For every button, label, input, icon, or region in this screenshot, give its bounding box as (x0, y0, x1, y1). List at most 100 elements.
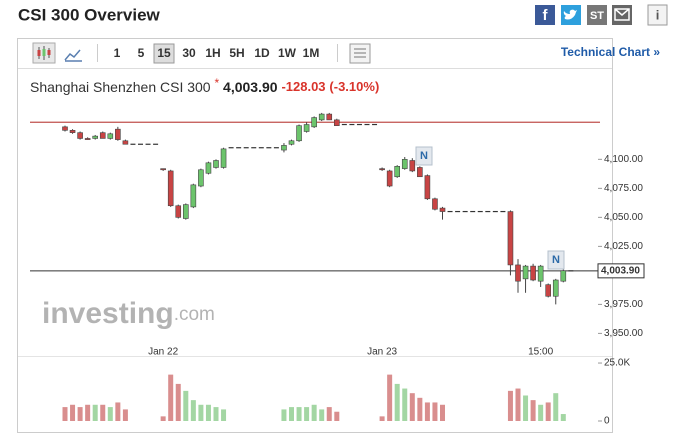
volume-bar (507, 390, 513, 421)
interval-button[interactable]: 30 (182, 46, 196, 60)
volume-bar (107, 407, 113, 421)
volume-tick-label: 0 (604, 416, 610, 427)
y-tick-label: 4,050.00 (604, 212, 643, 223)
quote-marker: * (214, 76, 219, 90)
line-type-icon[interactable] (64, 49, 82, 62)
volume-bar (85, 404, 91, 421)
news-marker-label: N (420, 150, 428, 162)
volume-bar (560, 414, 566, 421)
y-tick-label: 3,950.00 (604, 328, 643, 339)
candle-body (379, 168, 385, 171)
candle-body (190, 184, 197, 208)
candle-body (213, 160, 219, 168)
volume-bar (304, 407, 310, 421)
interval-button[interactable]: 1W (278, 46, 297, 60)
interval-button[interactable]: 5H (229, 46, 244, 60)
candle-body (522, 265, 529, 280)
candle-body (84, 138, 91, 140)
volume-bar (281, 409, 287, 421)
candle-body (303, 124, 310, 132)
facebook-icon[interactable] (535, 5, 555, 25)
interval-button[interactable]: 1M (303, 46, 320, 60)
candle-body (432, 198, 438, 210)
candle-body (198, 169, 204, 187)
x-tick-label: 15:00 (528, 347, 553, 358)
volume-bar (115, 402, 121, 421)
candle-body (288, 140, 295, 145)
candle-body (318, 113, 325, 121)
candle-body (107, 133, 114, 139)
volume-bar (92, 404, 98, 421)
volume-bar (334, 411, 340, 421)
technical-chart-link[interactable]: Technical Chart » (561, 45, 660, 59)
volume-bar (440, 404, 445, 421)
candle-body (92, 135, 98, 139)
candle-body (530, 265, 536, 281)
volume-bar (424, 402, 430, 421)
interval-selected (153, 43, 175, 64)
volume-bar (168, 374, 174, 421)
candle-body (311, 117, 317, 128)
interval-button[interactable]: 5 (138, 46, 145, 60)
candle-body (417, 167, 423, 178)
candle-body (77, 132, 83, 139)
volume-bar (530, 400, 536, 421)
quote-line: Shanghai Shenzhen CSI 300 * 4,003.90 -12… (30, 75, 379, 95)
volume-bar (100, 404, 106, 421)
candle-body (160, 168, 166, 171)
interval-button[interactable]: 1H (205, 46, 220, 60)
volume-bar (183, 390, 189, 421)
info-glyph: i (656, 7, 660, 22)
interval-bar: 1 5 15 30 1H 5H 1D 1W 1M (114, 43, 320, 64)
candle-body (175, 205, 182, 218)
stocktwits-glyph: ST (590, 10, 604, 22)
x-tick-label: Jan 23 (367, 347, 397, 358)
candle-body (386, 170, 393, 187)
interval-button[interactable]: 1 (114, 46, 121, 60)
last-price-label: 4,003.90 (601, 265, 640, 276)
interval-button[interactable]: 1D (254, 46, 270, 60)
volume-bar (205, 404, 211, 421)
volume-bar (213, 407, 219, 421)
info-icon[interactable] (647, 4, 668, 26)
candle-body (115, 128, 121, 140)
y-tick-label: 4,025.00 (604, 241, 643, 252)
volume-bar (394, 383, 400, 421)
quote-change: -128.03 (281, 79, 325, 94)
candle-body (205, 162, 212, 174)
candle-body (62, 126, 68, 131)
y-tick-label: 3,975.00 (604, 299, 643, 310)
volume-bar (545, 402, 551, 421)
volume-bar (553, 393, 559, 421)
interval-button[interactable]: 15 (157, 46, 171, 60)
watermark: investing.com (42, 297, 215, 330)
candle-body (424, 175, 431, 200)
volume-bar (409, 393, 415, 421)
stocktwits-icon[interactable] (587, 5, 607, 25)
news-marker[interactable] (547, 250, 565, 270)
candle-body (401, 159, 408, 169)
y-tick-label: 4,075.00 (604, 183, 643, 194)
candle-body (69, 130, 76, 133)
twitter-glyph (563, 9, 577, 20)
volume-bar (387, 374, 393, 421)
volume-bar (70, 404, 76, 421)
y-tick-label: 4,100.00 (604, 154, 643, 165)
volume-bar (326, 407, 332, 421)
volume-bar (122, 409, 128, 421)
volume-bar (62, 407, 68, 421)
watermark-brand: investing (42, 297, 174, 330)
volume-bar (190, 400, 196, 421)
last-price-tag (597, 263, 645, 279)
volume-bar (523, 395, 529, 421)
candle-body (99, 132, 106, 139)
candle-body (326, 113, 333, 121)
news-marker[interactable] (415, 146, 433, 166)
settings-icon[interactable] (349, 43, 371, 64)
instrument-name: Shanghai Shenzhen CSI 300 (30, 79, 211, 95)
volume-bar (311, 404, 317, 421)
news-marker-label: N (552, 254, 560, 266)
candle-type-icon[interactable] (32, 42, 56, 64)
candle-body (560, 270, 567, 282)
